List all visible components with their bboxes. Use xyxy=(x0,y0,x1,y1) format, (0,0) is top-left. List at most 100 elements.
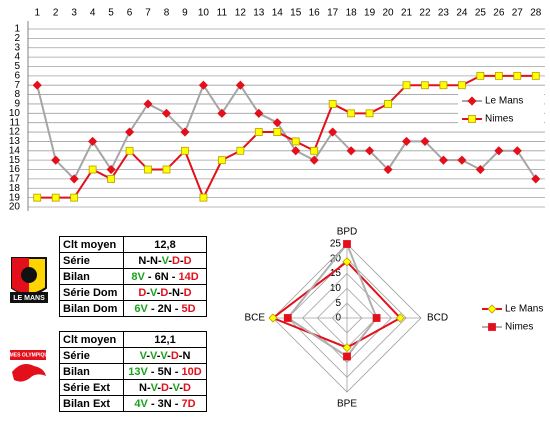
y-tick-label: 9 xyxy=(14,99,20,110)
x-tick-label: 14 xyxy=(272,8,284,19)
marker xyxy=(33,193,42,202)
le-mans-logo: LE MANS xyxy=(10,257,48,303)
row-label: Bilan xyxy=(59,363,124,380)
x-tick-label: 28 xyxy=(530,8,542,19)
legend-label: Le Mans xyxy=(485,96,523,107)
marker xyxy=(283,314,292,322)
table-row: Série V-V-V-D-N xyxy=(59,347,207,364)
marker xyxy=(420,136,430,146)
x-tick-label: 11 xyxy=(217,8,228,19)
y-tick-label: 3 xyxy=(14,42,20,53)
marker xyxy=(217,108,227,118)
marker xyxy=(162,165,171,174)
marker xyxy=(328,127,338,137)
row-value: N-N-V-D-D xyxy=(123,252,207,269)
y-tick-label: 1 xyxy=(14,24,20,35)
row-value: 13V - 5N - 10D xyxy=(123,363,207,380)
row-label: Série Ext xyxy=(59,379,124,396)
y-tick-label: 14 xyxy=(9,145,21,156)
legend-box xyxy=(458,90,544,130)
marker xyxy=(144,165,152,174)
marker xyxy=(272,118,282,128)
nimes-logo: NIMES OLYMPIQUE xyxy=(5,350,52,382)
y-tick-label: 20 xyxy=(9,202,21,213)
series-line xyxy=(37,74,536,201)
x-tick-label: 9 xyxy=(182,8,188,19)
y-tick-label: 16 xyxy=(9,164,21,175)
marker xyxy=(236,146,245,155)
nimes-table: Clt moyen 12,1 Série V-V-V-D-N Bilan 13V - 5N… xyxy=(59,331,207,412)
x-tick-label: 23 xyxy=(438,8,450,19)
marker xyxy=(198,80,208,90)
logo-band xyxy=(10,350,46,360)
y-tick-label: 2 xyxy=(14,33,20,44)
marker xyxy=(199,193,208,202)
x-tick-label: 25 xyxy=(475,8,487,19)
marker xyxy=(88,165,97,174)
marker xyxy=(70,193,79,202)
r-tick-label: 25 xyxy=(330,239,342,250)
marker xyxy=(365,109,374,118)
x-tick-label: 26 xyxy=(493,8,505,19)
marker xyxy=(268,313,278,323)
marker xyxy=(309,155,319,165)
marker xyxy=(51,193,60,202)
row-value: 6V - 2N - 5D xyxy=(123,300,207,317)
marker xyxy=(291,146,301,156)
marker xyxy=(494,146,504,156)
marker xyxy=(69,174,79,184)
marker xyxy=(475,164,485,175)
marker xyxy=(531,174,541,184)
y-tick-label: 4 xyxy=(14,52,20,63)
axis-label: BPE xyxy=(337,399,357,410)
y-tick-label: 5 xyxy=(14,61,20,72)
y-tick-label: 15 xyxy=(9,155,21,166)
marker xyxy=(125,146,134,155)
marker xyxy=(438,155,449,165)
r-tick-label: 5 xyxy=(335,298,341,309)
marker xyxy=(217,156,226,165)
table-row: Bilan 8V - 6N - 14D xyxy=(59,268,207,285)
marker xyxy=(328,100,337,108)
row-label: Clt moyen xyxy=(59,331,124,348)
axis-label: BCE xyxy=(244,313,265,324)
row-label: Série Dom xyxy=(59,284,124,301)
x-tick-label: 6 xyxy=(127,8,133,19)
marker xyxy=(254,128,263,136)
marker xyxy=(402,81,411,90)
marker xyxy=(106,164,116,175)
logo-text: NIMES OLYMPIQUE xyxy=(5,352,52,358)
x-tick-label: 21 xyxy=(401,8,413,19)
table-row: Bilan Dom 6V - 2N - 5D xyxy=(59,300,207,317)
logo-band xyxy=(10,292,48,303)
legend-label: Nimes xyxy=(505,322,533,333)
legend-label: Le Mans xyxy=(505,304,543,315)
marker xyxy=(342,343,352,353)
marker xyxy=(235,80,245,90)
marker xyxy=(494,71,503,80)
table-row: Série Ext N-V-D-V-D xyxy=(59,379,207,396)
y-tick-label: 13 xyxy=(9,136,21,147)
logo-croc xyxy=(12,364,46,382)
table-row: Clt moyen 12,8 xyxy=(59,236,207,253)
legend-label: Nimes xyxy=(485,114,513,125)
x-tick-label: 27 xyxy=(512,8,524,19)
marker xyxy=(458,81,466,90)
marker xyxy=(88,136,98,146)
row-value: V-V-V-D-N xyxy=(123,347,207,364)
marker xyxy=(347,109,356,118)
marker xyxy=(343,240,351,248)
row-label: Série xyxy=(59,347,124,364)
x-tick-label: 8 xyxy=(164,8,170,19)
y-tick-label: 8 xyxy=(14,89,20,100)
table-row: Clt moyen 12,1 xyxy=(59,331,207,348)
marker xyxy=(181,146,189,155)
x-tick-label: 3 xyxy=(71,8,77,19)
x-tick-label: 20 xyxy=(382,8,394,19)
marker xyxy=(32,80,42,90)
marker xyxy=(180,127,190,137)
y-tick-label: 10 xyxy=(9,108,21,119)
marker xyxy=(124,127,135,137)
